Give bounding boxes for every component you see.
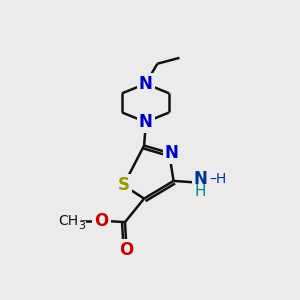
Text: CH: CH	[58, 214, 79, 228]
Text: N: N	[193, 170, 207, 188]
Text: 3: 3	[79, 221, 86, 231]
Text: O: O	[119, 241, 134, 259]
Text: N: N	[139, 113, 152, 131]
Text: S: S	[118, 176, 130, 194]
Text: N: N	[139, 75, 152, 93]
Text: N: N	[165, 144, 178, 162]
Text: H: H	[195, 184, 206, 199]
Text: O: O	[94, 212, 109, 230]
Text: –H: –H	[209, 172, 227, 186]
